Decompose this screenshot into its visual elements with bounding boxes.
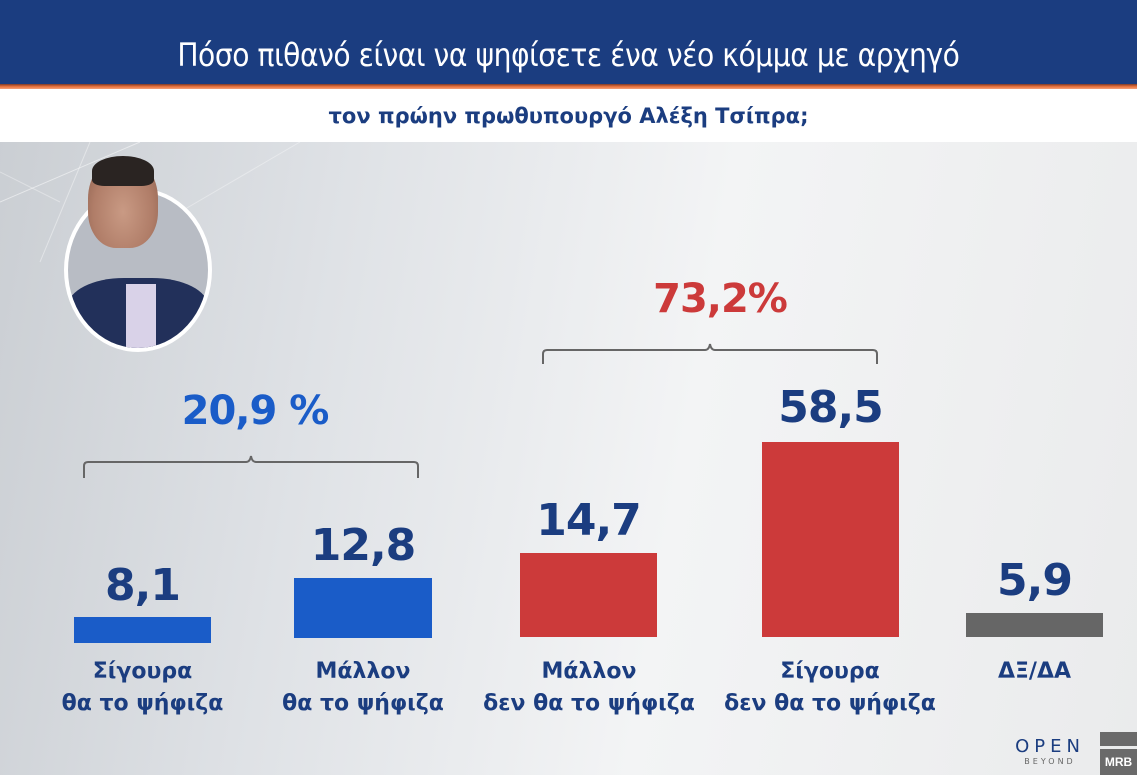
chart-title: Πόσο πιθανό είναι να ψηφίσετε ένα νέο κό… [177,36,960,74]
accent-divider [0,84,1137,89]
bar-label: Μάλλον θα το ψήφιζα [282,659,444,716]
bar-definitely-no [762,442,899,637]
chart-subtitle: τον πρώην πρωθυπουργό Αλέξη Τσίπρα; [328,103,809,128]
group-total-negative: 73,2% [653,276,788,322]
bar-dont-know [966,613,1103,637]
group-total-positive: 20,9 % [181,388,330,434]
subtitle-bar: τον πρώην πρωθυπουργό Αλέξη Τσίπρα; [0,89,1137,142]
photo-shirt [126,284,156,348]
bar-label: Μάλλον δεν θα το ψήφιζα [483,659,695,716]
brace-negative [542,343,878,364]
bar-value: 8,1 [105,560,181,611]
photo-hair [92,156,154,186]
bar-label: Σίγουρα δεν θα το ψήφιζα [724,659,936,716]
mrb-logo: MRB [1100,732,1137,775]
bar-value: 5,9 [997,555,1073,606]
bar-definitely-yes [74,617,211,643]
bar-value: 14,7 [536,495,642,546]
bar-value: 12,8 [310,520,417,571]
bar-label: Σίγουρα θα το ψήφιζα [61,659,224,716]
title-bar: Πόσο πιθανό είναι να ψηφίσετε ένα νέο κό… [0,0,1137,84]
bar-label: ΔΞ/ΔΑ [997,659,1071,684]
open-logo: OPEN BEYOND [1015,736,1085,766]
bar-value: 58,5 [778,382,884,433]
bar-probably-no [520,553,657,637]
brace-positive [83,455,419,478]
bar-probably-yes [294,578,432,638]
